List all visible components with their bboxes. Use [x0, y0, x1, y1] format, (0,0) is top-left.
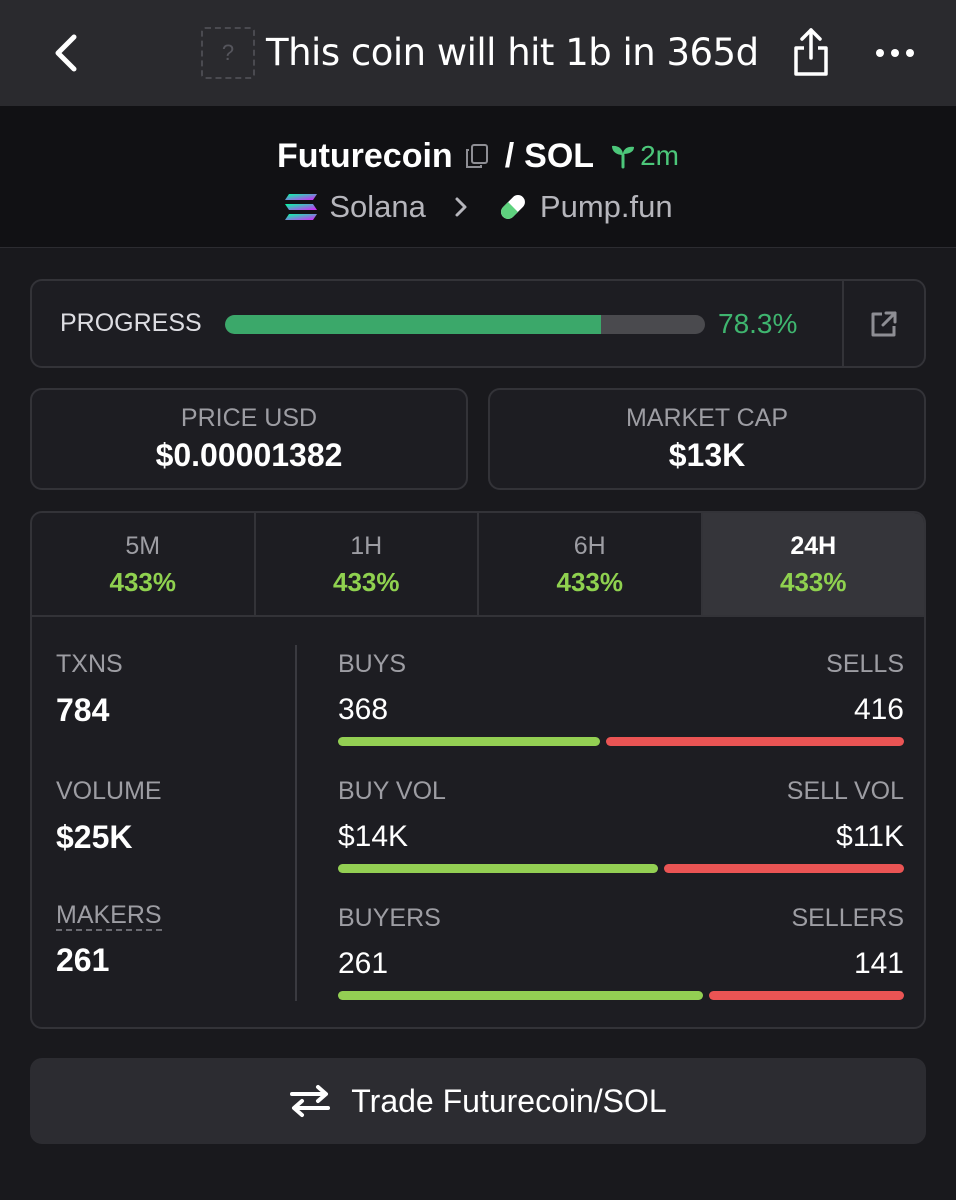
pill-icon: [500, 195, 525, 219]
sellers-bar: [708, 991, 904, 1000]
tab-label: 1H: [350, 532, 383, 560]
buys-value: 368: [338, 693, 389, 726]
price-usd-label: PRICE USD: [180, 404, 318, 432]
share-button[interactable]: [786, 22, 836, 82]
sell-vol-label: SELL VOL: [786, 777, 904, 805]
bonding-progress-card: PROGRESS 78.3%: [30, 279, 926, 368]
token-image-placeholder-text: ?: [221, 40, 235, 65]
sellers-label: SELLERS: [791, 904, 904, 932]
pair-header: Futurecoin / SOL 2m: [0, 106, 956, 248]
buy-vol-bar: [338, 864, 658, 873]
sells-label: SELLS: [826, 650, 904, 678]
trade-button-label: Trade Futurecoin/SOL: [351, 1082, 667, 1119]
trade-button[interactable]: Trade Futurecoin/SOL: [30, 1058, 926, 1144]
volume-metric: VOLUME $25K: [56, 774, 276, 901]
price-usd-card: PRICE USD $0.00001382: [30, 388, 468, 490]
copy-address-button[interactable]: [463, 142, 491, 170]
tab-price-change: 433%: [333, 567, 400, 597]
makers-value: 261: [56, 942, 110, 978]
market-cap-label: MARKET CAP: [625, 404, 789, 432]
more-options-button[interactable]: [870, 30, 920, 76]
buys-label: BUYS: [338, 650, 407, 678]
traders-split: BUYERS SELLERS 261 141: [338, 901, 904, 1027]
txns-label: TXNS: [56, 650, 123, 678]
volume-value: $25K: [56, 819, 133, 855]
tab-price-change: 433%: [556, 567, 624, 597]
sellers-value: 141: [853, 947, 904, 980]
more-dots-icon: [876, 49, 914, 57]
progress-bar: [225, 315, 705, 334]
buyers-bar: [338, 991, 703, 1000]
sells-bar: [606, 737, 904, 746]
chevron-right-icon: [455, 197, 467, 217]
progress-label: PROGRESS: [60, 309, 202, 337]
buy-sell-column: BUYS SELLS 368 416 BUY VOL SELL VOL $14K…: [338, 647, 904, 1027]
buyers-label: BUYERS: [338, 904, 441, 932]
solana-logo-icon: [285, 194, 318, 220]
external-link-icon: [871, 311, 897, 336]
column-divider: [295, 645, 297, 1001]
volume-label: VOLUME: [56, 777, 162, 805]
open-external-button[interactable]: [844, 281, 924, 366]
progress-value: 78.3%: [718, 308, 798, 339]
chain-breadcrumb: Solana Pump.fun: [0, 182, 956, 232]
tab-label: 5M: [125, 532, 161, 560]
quote-token-name: SOL: [524, 136, 595, 175]
chain-name: Solana: [329, 189, 426, 224]
tab-24h[interactable]: 24H 433%: [702, 513, 924, 615]
totals-column: TXNS 784 VOLUME $25K MAKERS 261: [56, 647, 276, 1027]
sells-value: 416: [853, 693, 904, 726]
progress-divider: [842, 281, 844, 366]
sell-vol-value: $11K: [836, 820, 904, 853]
market-cap-card: MARKET CAP $13K: [488, 388, 926, 490]
tab-label: 6H: [573, 532, 606, 560]
back-button[interactable]: [40, 28, 90, 78]
market-cap-value: $13K: [668, 437, 746, 473]
traders-ratio-bar: [338, 991, 904, 1000]
progress-bar-fill: [225, 315, 601, 334]
chevron-left-icon: [55, 34, 77, 72]
top-bar: ? This coin will hit 1b in 365d: [0, 0, 956, 106]
makers-label[interactable]: MAKERS: [56, 901, 162, 931]
txns-metric: TXNS 784: [56, 647, 276, 774]
base-token-name: Futurecoin: [277, 136, 453, 175]
pair-age-text: 2m: [640, 140, 679, 171]
copy-icon: [465, 144, 488, 168]
txns-value: 784: [56, 692, 110, 728]
swap-arrows-icon: [290, 1085, 331, 1117]
tab-6h[interactable]: 6H 433%: [479, 513, 703, 615]
dex-name: Pump.fun: [539, 189, 673, 224]
buys-sells-split: BUYS SELLS 368 416: [338, 647, 904, 774]
buyers-value: 261: [338, 947, 389, 980]
buy-vol-value: $14K: [338, 820, 409, 853]
tab-1h[interactable]: 1H 433%: [256, 513, 479, 615]
volume-split: BUY VOL SELL VOL $14K $11K: [338, 774, 904, 901]
timeframe-tabs: 5M 433% 1H 433% 6H 433% 24H 433%: [32, 513, 924, 617]
token-image-placeholder: ?: [201, 27, 255, 79]
sell-vol-bar: [663, 864, 904, 873]
pair-title: Futurecoin / SOL 2m: [0, 130, 956, 182]
page-title: This coin will hit 1b in 365d: [266, 31, 759, 74]
buy-vol-label: BUY VOL: [338, 777, 446, 805]
share-icon: [794, 28, 828, 76]
volume-ratio-bar: [338, 864, 904, 873]
chain-link[interactable]: Solana: [283, 189, 426, 225]
makers-metric: MAKERS 261: [56, 901, 276, 1027]
pair-age: 2m: [610, 140, 679, 172]
stats-card: 5M 433% 1H 433% 6H 433% 24H 433% TXNS 78…: [30, 511, 926, 1029]
tab-price-change: 433%: [109, 567, 177, 597]
sprout-icon: [612, 145, 635, 169]
buys-sells-ratio-bar: [338, 737, 904, 746]
pair-separator: /: [504, 136, 515, 175]
dex-link[interactable]: Pump.fun: [496, 189, 673, 225]
buys-bar: [338, 737, 601, 746]
tab-5m[interactable]: 5M 433%: [32, 513, 256, 615]
tab-label: 24H: [790, 532, 837, 560]
price-usd-value: $0.00001382: [155, 437, 343, 473]
tab-price-change: 433%: [780, 567, 847, 597]
